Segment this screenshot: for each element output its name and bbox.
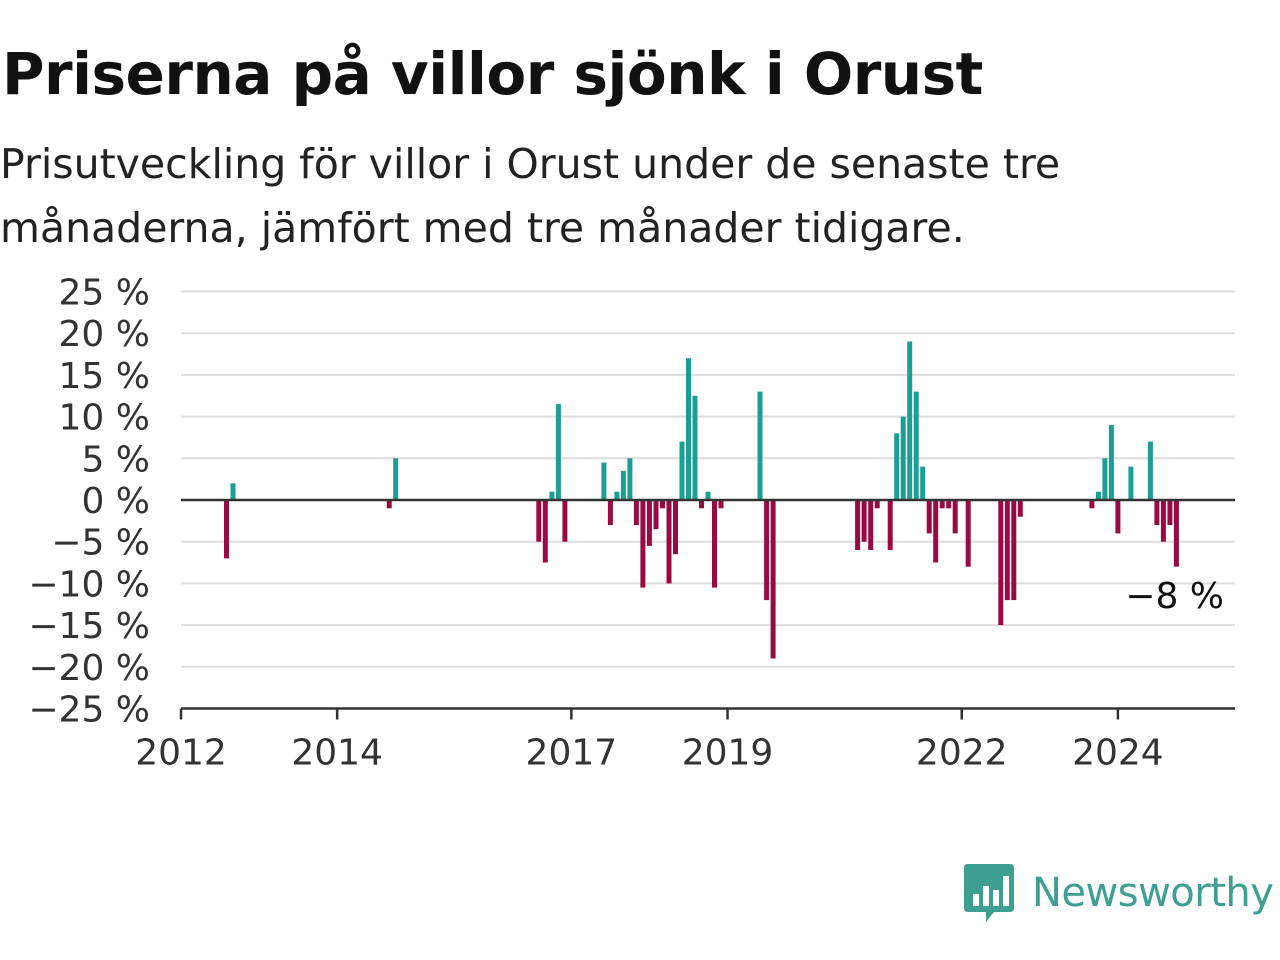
bar	[900, 416, 906, 500]
bar	[718, 500, 724, 509]
bar	[536, 500, 542, 542]
labels: 25 %20 %15 %10 %5 %0 %−5 %−10 %−15 %−20 …	[28, 273, 1224, 774]
brand: Newsworthy	[964, 864, 1274, 922]
bar	[660, 500, 665, 509]
bar	[1004, 500, 1010, 601]
bar	[633, 500, 639, 525]
bar	[666, 500, 672, 584]
bar	[920, 466, 926, 500]
bar	[907, 341, 913, 500]
y-tick-label: 25 %	[59, 273, 150, 314]
bar	[861, 500, 867, 542]
y-tick-label: −10 %	[28, 564, 150, 605]
bars	[224, 341, 1179, 659]
bar	[1115, 500, 1121, 534]
bar	[692, 395, 698, 501]
bar	[230, 483, 236, 500]
bar	[705, 491, 711, 500]
bar	[1147, 441, 1153, 500]
bar	[640, 500, 646, 588]
x-tick-label: 2022	[916, 733, 1008, 774]
bar	[386, 500, 392, 509]
bar	[646, 500, 652, 546]
bar	[549, 491, 555, 500]
bar	[673, 500, 678, 555]
bar	[1160, 500, 1166, 542]
bar	[653, 500, 659, 530]
bar	[607, 500, 613, 525]
axes	[179, 498, 1235, 720]
y-tick-label: −20 %	[28, 648, 150, 689]
bar	[1108, 424, 1114, 500]
bar	[1102, 458, 1108, 500]
bar-chart-speech-bubble-icon	[964, 864, 1014, 922]
bar	[933, 500, 939, 563]
bar	[562, 500, 568, 542]
y-tick-label: −5 %	[51, 523, 150, 564]
bar	[939, 500, 945, 509]
bar	[699, 500, 704, 509]
bar	[1167, 500, 1173, 525]
bar	[1154, 500, 1160, 525]
y-tick-label: 15 %	[59, 356, 150, 397]
bar	[1089, 500, 1095, 509]
bar	[965, 500, 971, 567]
bar	[620, 470, 626, 500]
bar	[601, 462, 607, 500]
bar	[926, 500, 932, 534]
bar	[679, 441, 685, 500]
bar	[913, 391, 919, 500]
bar	[770, 500, 776, 659]
bar	[393, 458, 399, 500]
x-tick-label: 2019	[682, 733, 774, 774]
bar	[757, 391, 763, 500]
bar	[764, 500, 770, 601]
bar	[1011, 500, 1017, 601]
x-tick-label: 2012	[135, 733, 227, 774]
bar	[874, 500, 880, 509]
bar-chart: 25 %20 %15 %10 %5 %0 %−5 %−10 %−15 %−20 …	[28, 273, 1235, 774]
x-tick-label: 2017	[526, 733, 618, 774]
bar	[894, 433, 900, 500]
y-tick-label: 0 %	[81, 481, 150, 522]
x-tick-label: 2024	[1072, 733, 1164, 774]
bar	[542, 500, 548, 563]
bar	[868, 500, 874, 550]
y-tick-label: 5 %	[81, 439, 150, 480]
bar	[627, 458, 633, 500]
bar	[887, 500, 893, 550]
brand-name: Newsworthy	[1032, 870, 1274, 916]
bar	[855, 500, 861, 550]
bar	[1128, 466, 1134, 500]
x-tick-label: 2014	[291, 733, 383, 774]
y-tick-label: 10 %	[59, 398, 150, 439]
bar	[555, 404, 561, 500]
bar	[614, 491, 620, 500]
bar	[998, 500, 1004, 626]
bar	[1173, 500, 1179, 567]
y-tick-label: 20 %	[59, 314, 150, 355]
bar	[952, 500, 958, 534]
bar	[946, 500, 952, 509]
chart-subtitle: Prisutveckling för villor i Orust under …	[0, 140, 1061, 252]
y-tick-label: −25 %	[28, 690, 150, 731]
bar	[1095, 491, 1101, 500]
bar	[1017, 500, 1023, 517]
bar	[712, 500, 717, 588]
bar	[224, 500, 229, 559]
y-tick-label: −15 %	[28, 606, 150, 647]
chart-title: Priserna på villor sjönk i Orust	[2, 40, 983, 108]
bar	[686, 358, 691, 500]
last-value-label: −8 %	[1125, 576, 1224, 617]
